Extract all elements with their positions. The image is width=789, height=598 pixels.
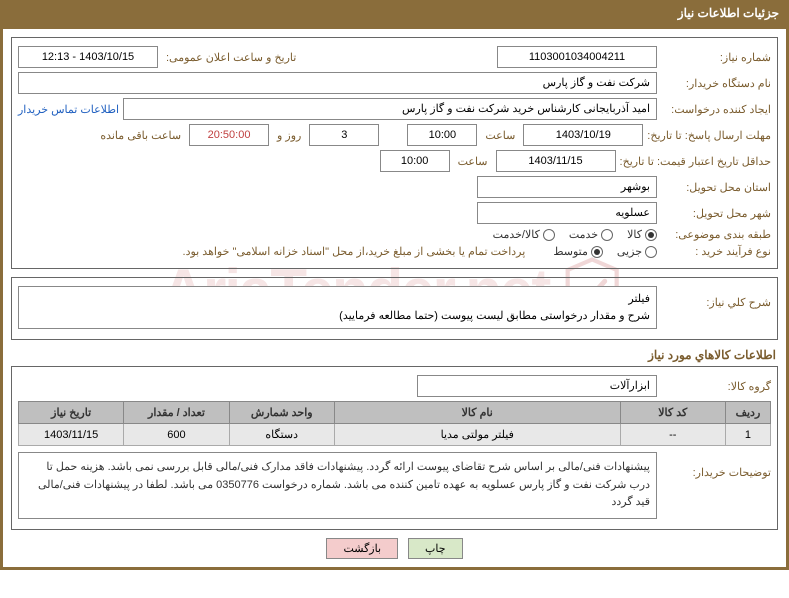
province-label: استان محل تحویل: bbox=[661, 181, 771, 194]
validity-label: حداقل تاریخ اعتبار قیمت: تا تاریخ: bbox=[620, 155, 771, 168]
print-button[interactable]: چاپ bbox=[408, 538, 463, 559]
need-desc-text: فیلتر شرح و مقدار درخواستی مطابق لیست پی… bbox=[18, 286, 657, 329]
main-frame: AriaTender.net شماره نیاز: 1103001034004… bbox=[0, 26, 789, 570]
requester-label: ایجاد کننده درخواست: bbox=[661, 103, 771, 116]
deadline-time-field: 10:00 bbox=[407, 124, 477, 146]
group-field: ابزارآلات bbox=[417, 375, 657, 397]
radio-dot-icon bbox=[645, 246, 657, 258]
requester-field: امید آذربایجانی کارشناس خرید شرکت نفت و … bbox=[123, 98, 657, 120]
buyer-org-label: نام دستگاه خریدار: bbox=[661, 77, 771, 90]
page-header: جزئیات اطلاعات نیاز bbox=[0, 0, 789, 26]
radio-goods[interactable]: کالا bbox=[627, 228, 657, 241]
province-field: بوشهر bbox=[477, 176, 657, 198]
radio-dot-icon bbox=[591, 246, 603, 258]
cell-unit: دستگاه bbox=[229, 424, 334, 446]
announce-label: تاریخ و ساعت اعلان عمومی: bbox=[162, 51, 300, 64]
radio-service[interactable]: خدمت bbox=[569, 228, 613, 241]
days-label: روز و bbox=[273, 129, 305, 142]
need-no-field: 1103001034004211 bbox=[497, 46, 657, 68]
validity-date-field: 1403/11/15 bbox=[496, 150, 616, 172]
col-name: نام کالا bbox=[334, 402, 620, 424]
cell-qty: 600 bbox=[124, 424, 229, 446]
table-row: 1 -- فیلتر مولتی مدیا دستگاه 600 1403/11… bbox=[19, 424, 771, 446]
need-desc-label: شرح کلي نیاز: bbox=[661, 286, 771, 309]
buyer-org-field: شرکت نفت و گاز پارس bbox=[18, 72, 657, 94]
col-code: کد کالا bbox=[620, 402, 725, 424]
deadline-label: مهلت ارسال پاسخ: تا تاریخ: bbox=[647, 129, 771, 142]
col-date: تاریخ نیاز bbox=[19, 402, 124, 424]
process-label: نوع فرآیند خرید : bbox=[661, 245, 771, 258]
buyer-note-label: توضیحات خریدار: bbox=[661, 452, 771, 479]
cell-code: -- bbox=[620, 424, 725, 446]
group-label: گروه کالا: bbox=[661, 380, 771, 393]
radio-minor[interactable]: جزیی bbox=[617, 245, 657, 258]
info-section: شماره نیاز: 1103001034004211 تاریخ و ساع… bbox=[11, 37, 778, 269]
cell-date: 1403/11/15 bbox=[19, 424, 124, 446]
radio-dot-icon bbox=[645, 229, 657, 241]
city-field: عسلویه bbox=[477, 202, 657, 224]
validity-time-field: 10:00 bbox=[380, 150, 450, 172]
category-radio-group: کالا خدمت کالا/خدمت bbox=[493, 228, 657, 241]
radio-dot-icon bbox=[543, 229, 555, 241]
table-header-row: ردیف کد کالا نام کالا واحد شمارش تعداد /… bbox=[19, 402, 771, 424]
deadline-date-field: 1403/10/19 bbox=[523, 124, 643, 146]
process-radio-group: جزیی متوسط bbox=[553, 245, 657, 258]
goods-table: ردیف کد کالا نام کالا واحد شمارش تعداد /… bbox=[18, 401, 771, 446]
cell-row: 1 bbox=[725, 424, 770, 446]
time-label-1: ساعت bbox=[481, 129, 519, 142]
col-unit: واحد شمارش bbox=[229, 402, 334, 424]
need-no-label: شماره نیاز: bbox=[661, 51, 771, 64]
announce-field: 1403/10/15 - 12:13 bbox=[18, 46, 158, 68]
radio-medium[interactable]: متوسط bbox=[553, 245, 603, 258]
city-label: شهر محل تحویل: bbox=[661, 207, 771, 220]
category-label: طبقه بندی موضوعی: bbox=[661, 228, 771, 241]
buyer-note-box: پیشنهادات فنی/مالی بر اساس شرح تقاضای پی… bbox=[18, 452, 657, 519]
radio-goods-service[interactable]: کالا/خدمت bbox=[493, 228, 555, 241]
radio-dot-icon bbox=[601, 229, 613, 241]
page-title: جزئیات اطلاعات نیاز bbox=[678, 6, 779, 20]
button-row: چاپ بازگشت bbox=[11, 538, 778, 559]
need-desc-section: شرح کلي نیاز: فیلتر شرح و مقدار درخواستی… bbox=[11, 277, 778, 340]
remain-time-field: 20:50:00 bbox=[189, 124, 269, 146]
days-field: 3 bbox=[309, 124, 379, 146]
contact-buyer-link[interactable]: اطلاعات تماس خریدار bbox=[18, 103, 119, 116]
goods-section-title: اطلاعات کالاهاي مورد نیاز bbox=[13, 348, 776, 362]
col-row: ردیف bbox=[725, 402, 770, 424]
cell-name: فیلتر مولتی مدیا bbox=[334, 424, 620, 446]
col-qty: تعداد / مقدار bbox=[124, 402, 229, 424]
remain-label: ساعت باقی مانده bbox=[96, 129, 185, 142]
back-button[interactable]: بازگشت bbox=[326, 538, 398, 559]
time-label-2: ساعت bbox=[454, 155, 492, 168]
process-note: پرداخت تمام یا بخشی از مبلغ خرید،از محل … bbox=[183, 245, 526, 258]
goods-section: گروه کالا: ابزارآلات ردیف کد کالا نام کا… bbox=[11, 366, 778, 530]
